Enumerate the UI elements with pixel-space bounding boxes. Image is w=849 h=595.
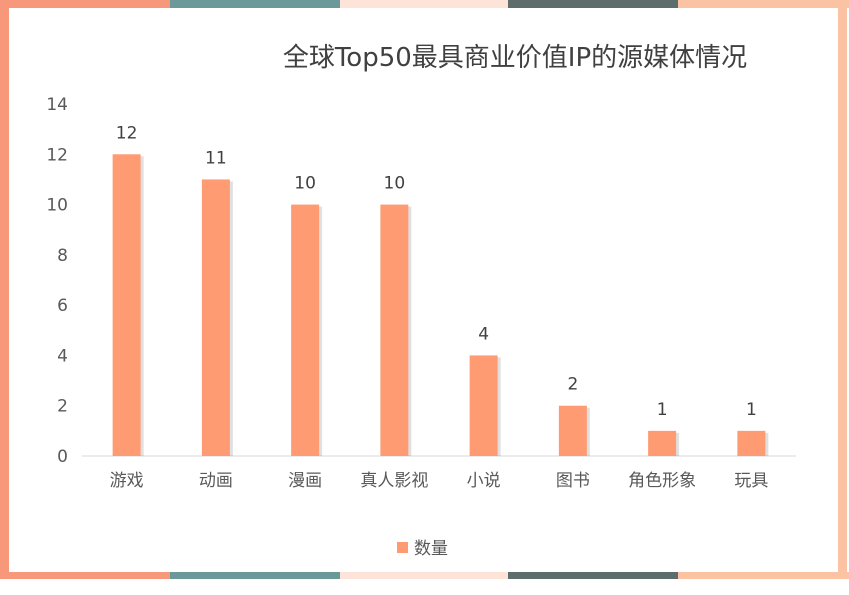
legend-swatch: [397, 542, 408, 553]
chart-title: 全球Top50最具商业价值IP的源媒体情况: [283, 43, 747, 73]
y-tick-label: 4: [57, 346, 68, 366]
legend: 数量: [397, 539, 448, 559]
frame-top-band-4: [508, 0, 678, 8]
y-tick-label: 12: [46, 145, 68, 165]
x-tick-label: 真人影视: [360, 471, 428, 491]
y-tick-label: 0: [57, 447, 68, 467]
y-axis-tick-labels: 0 2 4 6 8 10 12 14: [46, 95, 68, 467]
frame-right-border: [838, 0, 847, 579]
bar: [558, 405, 587, 456]
data-label: 1: [657, 400, 668, 420]
x-axis-tick-labels: 游戏 动画 漫画 真人影视 小说 图书 角色形象 玩具: [110, 471, 769, 491]
data-label: 12: [116, 123, 138, 143]
bar: [737, 430, 766, 456]
data-label: 2: [567, 375, 578, 395]
frame-bottom-band-4: [508, 572, 678, 579]
data-label: 10: [384, 174, 406, 194]
frame-left-border: [0, 0, 9, 579]
frame-top-band-3: [340, 0, 508, 8]
bar: [380, 204, 409, 456]
x-tick-label: 玩具: [734, 471, 768, 491]
bar: [648, 430, 677, 456]
frame-bottom-band-2: [170, 572, 340, 579]
bar: [291, 204, 320, 456]
data-label: 10: [294, 174, 316, 194]
x-tick-label: 动画: [199, 471, 233, 491]
bar: [469, 355, 498, 456]
frame-top-band-5: [678, 0, 849, 8]
x-tick-label: 小说: [467, 471, 501, 491]
frame-top-band-1: [0, 0, 170, 8]
bar: [201, 179, 230, 456]
x-tick-label: 角色形象: [628, 471, 696, 491]
data-label: 11: [205, 148, 227, 168]
data-label: 4: [478, 324, 489, 344]
x-tick-label: 图书: [556, 471, 590, 491]
frame-bottom-band-5: [678, 572, 849, 579]
x-tick-label: 漫画: [288, 471, 322, 491]
data-label: 1: [746, 400, 757, 420]
y-tick-label: 10: [46, 196, 68, 216]
frame-bottom-band-3: [340, 572, 508, 579]
y-tick-label: 2: [57, 397, 68, 417]
y-tick-label: 14: [46, 95, 68, 115]
y-tick-label: 6: [57, 296, 68, 316]
frame-top-band-2: [170, 0, 340, 8]
x-tick-label: 游戏: [110, 471, 144, 491]
y-tick-label: 8: [57, 246, 68, 266]
frame-bottom-band-1: [0, 572, 170, 579]
legend-label: 数量: [414, 539, 448, 559]
bar-series: [112, 154, 769, 457]
bar: [112, 154, 141, 457]
